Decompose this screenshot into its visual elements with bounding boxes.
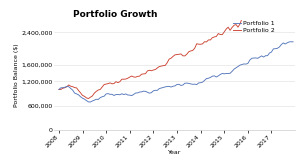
Line: Portfolio 2: Portfolio 2	[59, 0, 293, 99]
Y-axis label: Portfolio Balance ($): Portfolio Balance ($)	[14, 43, 19, 107]
Portfolio 1	[285, 42, 289, 44]
X-axis label: Year: Year	[168, 150, 181, 155]
Portfolio 2	[87, 98, 90, 100]
Portfolio 1	[220, 72, 224, 74]
Portfolio 2	[189, 50, 193, 52]
Line: Portfolio 1: Portfolio 1	[59, 42, 293, 102]
Portfolio 2	[285, 0, 289, 1]
Portfolio 1	[122, 94, 126, 96]
Legend: Portfolio 1, Portfolio 2: Portfolio 1, Portfolio 2	[233, 21, 275, 33]
Portfolio 2	[122, 78, 126, 80]
Portfolio 1	[57, 89, 61, 91]
Portfolio 2	[57, 89, 61, 91]
Portfolio 1	[289, 41, 293, 43]
Portfolio 2	[220, 34, 224, 36]
Text: Portfolio Growth: Portfolio Growth	[73, 10, 158, 19]
Portfolio 1	[244, 63, 248, 65]
Portfolio 1	[189, 83, 193, 85]
Portfolio 2	[244, 11, 248, 13]
Portfolio 1	[108, 93, 112, 95]
Portfolio 2	[108, 82, 112, 84]
Portfolio 1	[291, 41, 295, 43]
Portfolio 1	[88, 101, 92, 103]
